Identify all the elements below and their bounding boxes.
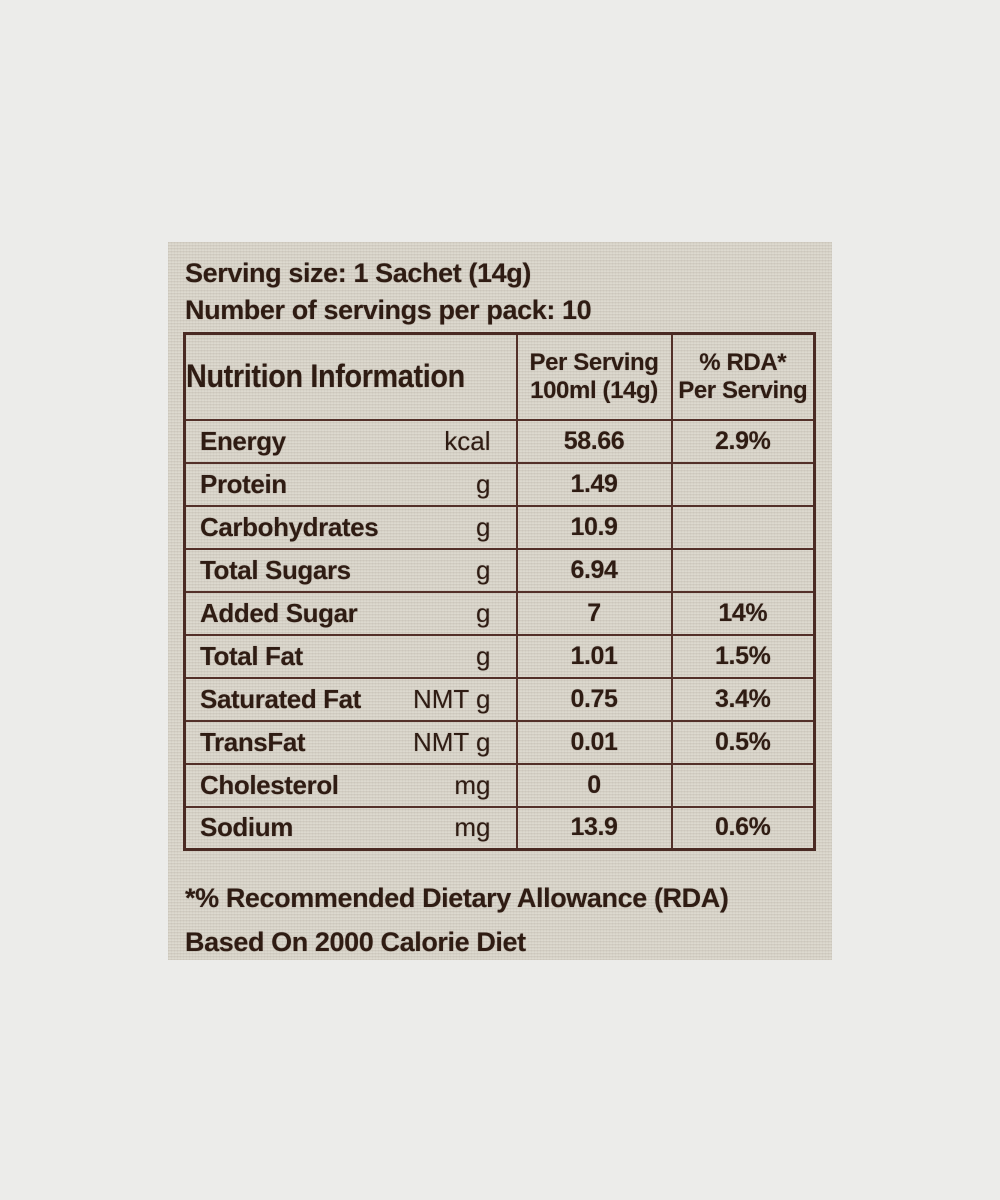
rda-footnote-line2: Based On 2000 Calorie Diet (185, 927, 526, 957)
per-serving-value: 0.01 (515, 719, 673, 765)
header-per-serving: Per Serving 100ml (14g) (515, 332, 673, 421)
serving-size-line: Serving size: 1 Sachet (14g) (185, 258, 531, 288)
rda-value (670, 762, 816, 808)
nutrient-name: Saturated Fat (200, 683, 361, 714)
nutrient-unit: g (476, 597, 491, 628)
per-serving-value: 0 (515, 762, 673, 808)
nutrient-unit: NMT g (412, 726, 491, 757)
per-serving-value: 1.49 (515, 461, 673, 507)
nutrient-unit: g (476, 640, 491, 671)
per-serving-value: 6.94 (515, 547, 673, 593)
nutrient-name: Carbohydrates (200, 511, 379, 542)
nutrient-unit: mg (454, 812, 491, 843)
nutrient-name: Added Sugar (200, 597, 358, 628)
servings-per-pack-line: Number of servings per pack: 10 (185, 295, 592, 325)
table-row: Protein g 1.49 (183, 461, 816, 507)
rda-value: 0.6% (670, 805, 816, 851)
rda-value: 2.9% (670, 418, 816, 464)
per-serving-value: 7 (515, 590, 673, 636)
rda-footnote-line1: *% Recommended Dietary Allowance (RDA) (185, 883, 729, 913)
nutrient-name: Cholesterol (200, 769, 339, 800)
table-row: Saturated Fat NMT g 0.75 3.4% (183, 676, 816, 722)
table-row: Carbohydrates g 10.9 (183, 504, 816, 550)
table-header-row: Nutrition Information Per Serving 100ml … (183, 332, 816, 421)
rda-value: 0.5% (670, 719, 816, 765)
nutrition-table: Nutrition Information Per Serving 100ml … (183, 332, 816, 851)
nutrient-name: Sodium (200, 812, 293, 843)
table-row: Cholesterol mg 0 (183, 762, 816, 808)
nutrition-table-body: Energy kcal 58.66 2.9% Protein g 1.49 Carb… (183, 418, 816, 851)
nutrient-name: Total Sugars (200, 554, 351, 585)
per-serving-value: 58.66 (515, 418, 673, 464)
per-serving-value: 0.75 (515, 676, 673, 722)
table-row: Total Sugars g 6.94 (183, 547, 816, 593)
nutrient-name: Total Fat (200, 640, 303, 671)
nutrient-name: Energy (200, 425, 286, 456)
rda-value (670, 461, 816, 507)
per-serving-value: 1.01 (515, 633, 673, 679)
header-nutrition-information: Nutrition Information (183, 332, 518, 421)
rda-value (670, 504, 816, 550)
table-row: Sodium mg 13.9 0.6% (183, 805, 816, 851)
rda-value (670, 547, 816, 593)
nutrient-unit: NMT g (412, 683, 491, 714)
nutrient-unit: mg (454, 769, 491, 800)
nutrient-unit: g (476, 511, 491, 542)
rda-value: 14% (670, 590, 816, 636)
rda-value: 1.5% (670, 633, 816, 679)
nutrient-unit: kcal (444, 425, 491, 456)
header-rda-per-serving: % RDA* Per Serving (670, 332, 816, 421)
table-row: Energy kcal 58.66 2.9% (183, 418, 816, 464)
per-serving-value: 10.9 (515, 504, 673, 550)
per-serving-value: 13.9 (515, 805, 673, 851)
rda-footnote: *% Recommended Dietary Allowance (RDA) B… (185, 876, 729, 964)
nutrient-unit: g (476, 468, 491, 499)
table-row: TransFat NMT g 0.01 0.5% (183, 719, 816, 765)
nutrient-name: Protein (200, 468, 287, 499)
table-row: Added Sugar g 7 14% (183, 590, 816, 636)
nutrient-name: TransFat (200, 726, 306, 757)
nutrient-unit: g (476, 554, 491, 585)
rda-value: 3.4% (670, 676, 816, 722)
serving-info-block: Serving size: 1 Sachet (14g) Number of s… (168, 242, 832, 329)
table-row: Total Fat g 1.01 1.5% (183, 633, 816, 679)
nutrition-label: Serving size: 1 Sachet (14g) Number of s… (168, 242, 832, 960)
